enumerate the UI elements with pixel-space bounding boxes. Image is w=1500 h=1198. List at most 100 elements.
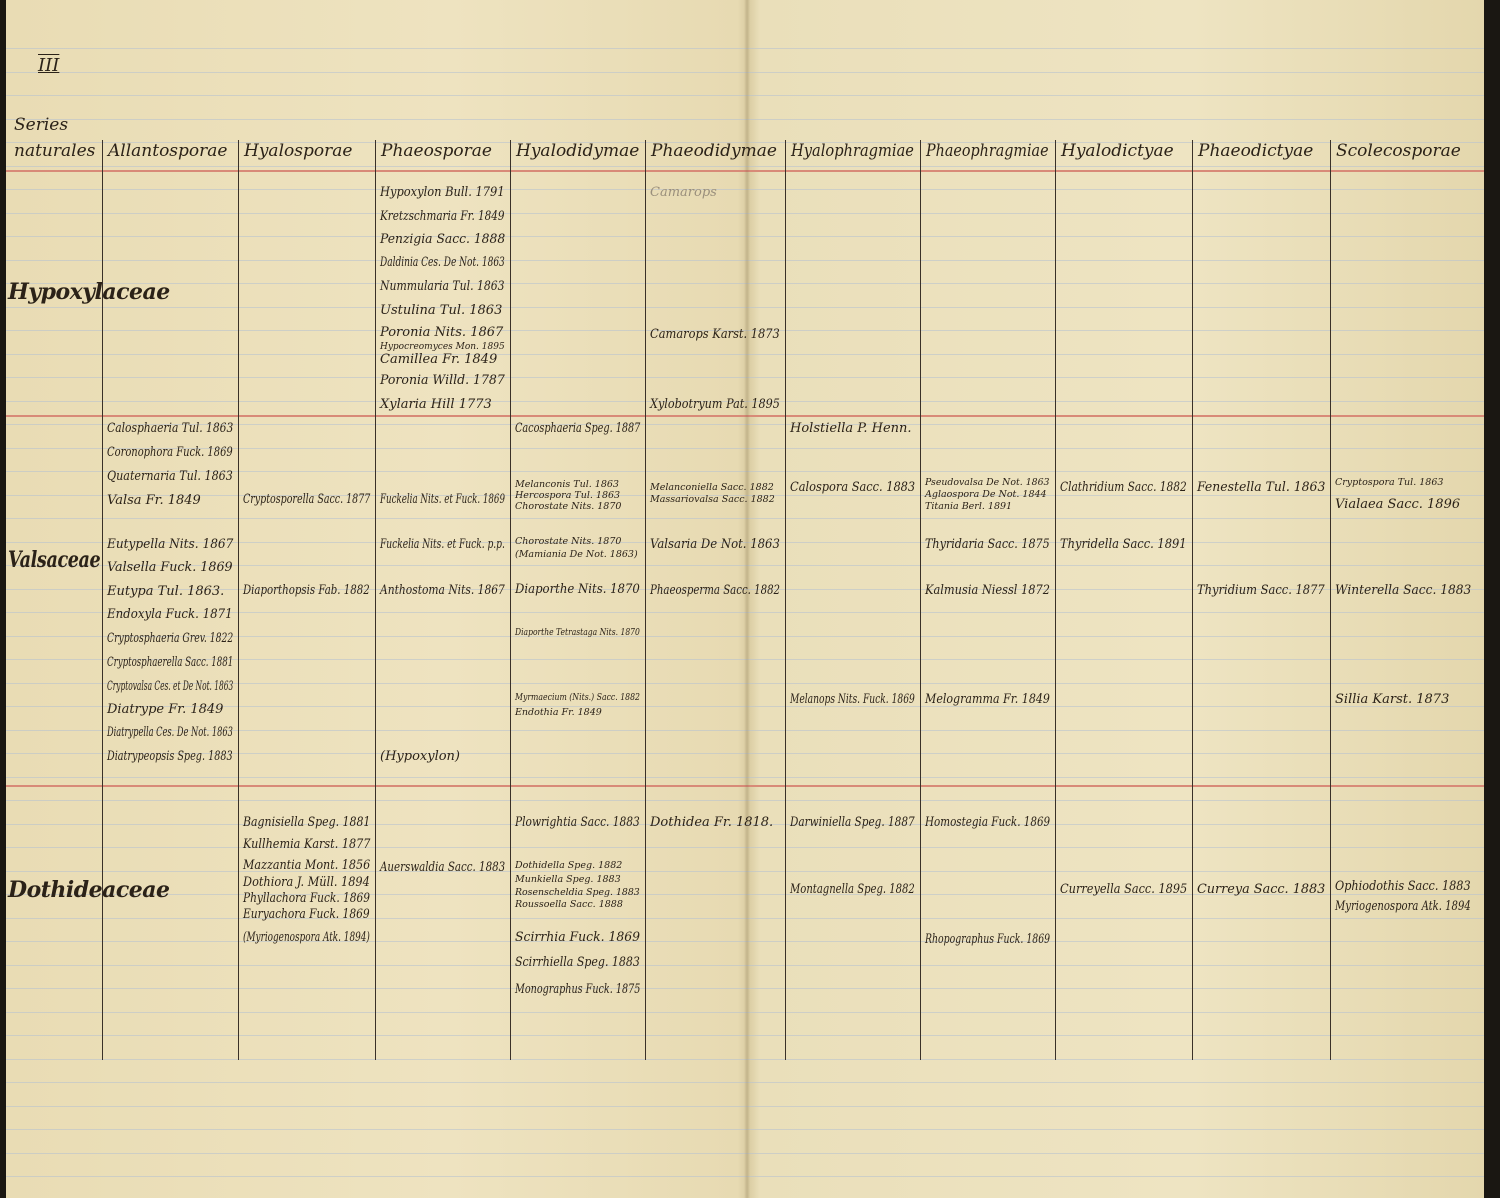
column-header: Hyalosporae: [244, 141, 353, 161]
genus-entry: Coronophora Fuck. 1869: [107, 445, 233, 460]
genus-entry: Bagnisiella Speg. 1881: [243, 815, 371, 830]
ledger-sheet: III Series naturales Hypoxylaceae Valsac…: [6, 0, 1484, 1198]
genus-entry: Cryptosporella Sacc. 1877: [243, 492, 371, 507]
genus-entry: Poronia Willd. 1787: [380, 373, 505, 388]
blue-rule: [6, 753, 1484, 754]
genus-entry: (Hypoxylon): [380, 749, 461, 764]
column-divider: [510, 140, 511, 1060]
genus-entry: Diatrypella Ces. De Not. 1863: [107, 725, 233, 740]
blue-rule: [6, 894, 1484, 895]
genus-entry: Diatrypeopsis Speg. 1883: [107, 749, 233, 764]
column-header: Phaeodidymae: [651, 141, 777, 161]
blue-rule: [6, 1176, 1484, 1177]
genus-entry: Xylaria Hill 1773: [380, 397, 492, 412]
genus-entry: Thyridella Sacc. 1891: [1060, 537, 1187, 552]
blue-rule: [6, 518, 1484, 519]
genus-entry: Munkiella Speg. 1883: [515, 874, 621, 885]
blue-rule: [6, 189, 1484, 190]
genus-entry: Poronia Nits. 1867: [380, 325, 504, 340]
blue-rule: [6, 142, 1484, 143]
blue-rule: [6, 588, 1484, 590]
genus-entry: Melogramma Fr. 1849: [925, 692, 1050, 707]
genus-entry: Melanconis Tul. 1863: [515, 479, 619, 490]
genus-entry: Eutypella Nits. 1867: [107, 537, 234, 552]
column-divider: [238, 140, 239, 1060]
genus-entry: Curreyella Sacc. 1895: [1060, 882, 1188, 897]
genus-entry: Winterella Sacc. 1883: [1335, 583, 1472, 598]
column-divider: [1192, 140, 1193, 1060]
genus-entry: Camillea Fr. 1849: [380, 352, 498, 367]
blue-rule: [6, 353, 1484, 355]
blue-rule: [6, 541, 1484, 543]
genus-entry: Calospora Sacc. 1883: [790, 480, 916, 495]
genus-entry: Plowrightia Sacc. 1883: [515, 815, 640, 830]
blue-rule: [6, 682, 1484, 684]
blue-rule: [6, 776, 1484, 778]
genus-entry: Hypocreomyces Mon. 1895: [380, 341, 505, 352]
blue-rule: [6, 917, 1484, 919]
column-header: Hyalodidymae: [516, 141, 640, 161]
family-valsaceae: Valsaceae: [8, 547, 101, 573]
series-label-line1: Series: [14, 115, 69, 135]
blue-rule: [6, 330, 1484, 331]
blue-rule: [6, 1129, 1484, 1130]
blue-rule: [6, 259, 1484, 261]
blue-rule: [6, 565, 1484, 566]
blue-rule: [6, 377, 1484, 378]
blue-rule: [6, 847, 1484, 848]
blue-rule: [6, 236, 1484, 237]
genus-entry: Hercospora Tul. 1863: [515, 490, 621, 501]
genus-entry: Rosenscheldia Speg. 1883: [515, 887, 640, 898]
blue-rule: [6, 1058, 1484, 1060]
genus-entry: Thyridaria Sacc. 1875: [925, 537, 1050, 552]
genus-entry: Valsa Fr. 1849: [107, 493, 201, 508]
genus-entry: Massariovalsa Sacc. 1882: [650, 494, 775, 505]
blue-rule: [6, 964, 1484, 966]
genus-entry: Chorostate Nits. 1870: [515, 536, 622, 547]
genus-entry: Ophiodothis Sacc. 1883: [1335, 879, 1471, 894]
genus-entry: Cryptosphaerella Sacc. 1881: [107, 655, 234, 670]
genus-entry: Cryptosphaeria Grev. 1822: [107, 631, 234, 646]
genus-entry: Xylobotryum Pat. 1895: [650, 397, 780, 412]
genus-entry: Aglaospora De Not. 1844: [925, 489, 1047, 500]
genus-entry: Ustulina Tul. 1863: [380, 303, 503, 318]
blue-rule: [6, 494, 1484, 496]
genus-entry: Endothia Fr. 1849: [515, 707, 602, 718]
genus-entry: Dothidea Fr. 1818.: [650, 815, 774, 830]
column-header: Allantosporae: [108, 141, 228, 161]
column-header: Hyalodictyae: [1061, 141, 1174, 161]
genus-entry: Chorostate Nits. 1870: [515, 501, 622, 512]
blue-rule: [6, 212, 1484, 214]
blue-rule: [6, 1082, 1484, 1083]
genus-entry: Phyllachora Fuck. 1869: [243, 891, 370, 906]
column-divider: [375, 140, 376, 1060]
genus-entry: Quaternaria Tul. 1863: [107, 469, 233, 484]
family-dothideaceae: Dothideaceae: [8, 877, 170, 903]
blue-rule: [6, 400, 1484, 402]
genus-entry: (Mamiania De Not. 1863): [515, 549, 638, 560]
genus-entry: Scirrhia Fuck. 1869: [515, 930, 641, 945]
genus-entry: Cryptospora Tul. 1863: [1335, 477, 1444, 488]
column-divider: [102, 140, 103, 1060]
genus-entry: Camarops: [650, 185, 717, 200]
genus-entry: Diatrype Fr. 1849: [107, 702, 224, 717]
genus-entry: Roussoella Sacc. 1888: [515, 899, 623, 910]
genus-entry: Euryachora Fuck. 1869: [243, 907, 370, 922]
genus-entry: Homostegia Fuck. 1869: [925, 815, 1051, 830]
genus-entry: Holstiella P. Henn.: [790, 421, 912, 436]
genus-entry: Clathridium Sacc. 1882: [1060, 480, 1187, 495]
blue-rule: [6, 800, 1484, 801]
series-label-line2: naturales: [14, 141, 96, 161]
family-hypoxylaceae: Hypoxylaceae: [8, 279, 170, 305]
blue-rule: [6, 729, 1484, 731]
genus-entry: Auerswaldia Sacc. 1883: [380, 860, 506, 875]
genus-entry: Myriogenospora Atk. 1894: [1335, 899, 1471, 914]
blue-rule: [6, 823, 1484, 825]
genus-entry: Curreya Sacc. 1883: [1197, 882, 1326, 897]
blue-rule: [6, 635, 1484, 637]
blue-rule: [6, 659, 1484, 660]
red-rule: [6, 415, 1484, 417]
genus-entry: Dothiora J. Müll. 1894: [243, 875, 370, 890]
genus-entry: Pseudovalsa De Not. 1863: [925, 477, 1050, 488]
genus-entry: Phaeosperma Sacc. 1882: [650, 583, 781, 598]
